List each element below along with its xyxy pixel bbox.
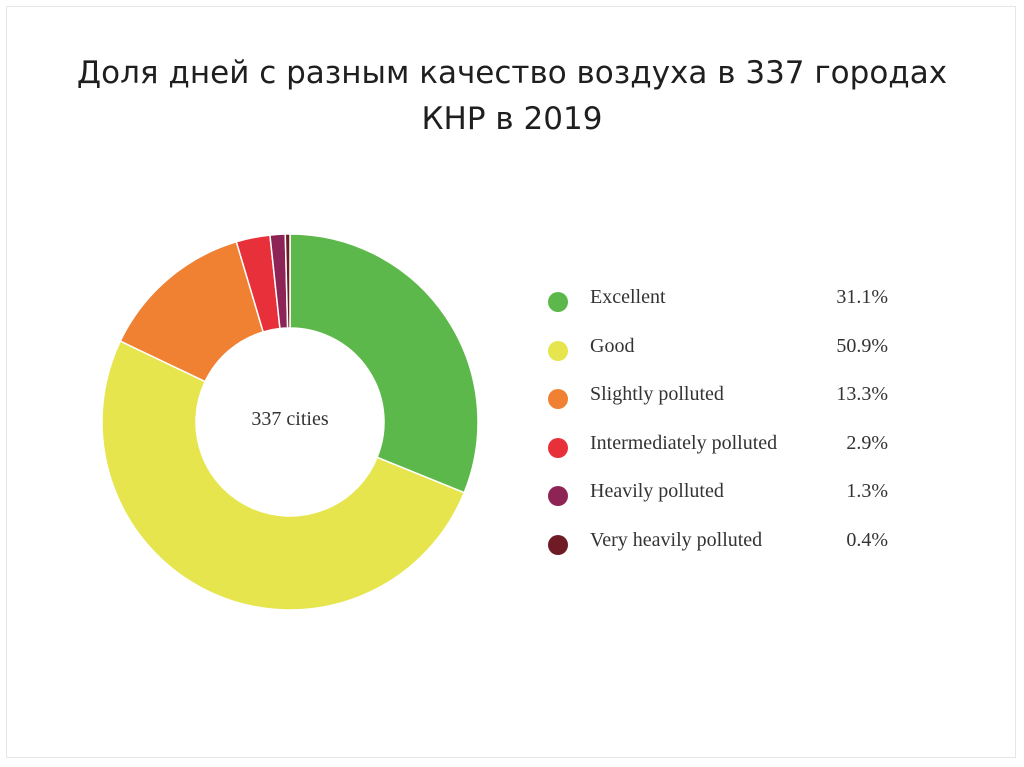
legend-swatch [548,534,568,555]
donut-chart: 337 cities [101,233,479,611]
legend-value: 13.3% [836,383,888,405]
legend-swatch [548,389,568,409]
donut-slice-very-heavily-polluted [284,233,291,329]
slide-title: Доля дней с разным качество воздуха в 33… [40,50,984,142]
legend-label: Slightly polluted [590,383,724,405]
legend-label: Heavily polluted [590,480,724,502]
donut-slice-good [101,340,466,611]
slide-title-line-2: КНР в 2019 [421,101,603,137]
legend-label: Intermediately polluted [590,431,778,454]
chart-legend: Excellent 31.1% Good 50.9% Slightly polluted… [548,280,908,571]
donut-slice-excellent [289,233,479,494]
legend-value: 2.9% [846,431,888,454]
legend-value: 1.3% [846,480,888,502]
legend-item-good: Good 50.9% [548,329,908,378]
legend-value: 0.4% [846,528,888,551]
legend-label: Excellent [590,286,666,308]
legend-swatch [548,486,568,506]
legend-item-intermediately-polluted: Intermediately polluted 2.9% [548,426,908,475]
legend-label: Very heavily polluted [590,528,763,551]
slide-title-line-1: Доля дней с разным качество воздуха в 33… [76,55,948,91]
legend-item-very-heavily-polluted: Very heavily polluted 0.4% [548,523,908,572]
donut-center-label: 337 cities [251,408,328,430]
legend-item-heavily-polluted: Heavily polluted 1.3% [548,474,908,523]
legend-item-excellent: Excellent 31.1% [548,280,908,329]
legend-swatch [548,292,568,312]
legend-item-slightly-polluted: Slightly polluted 13.3% [548,377,908,426]
legend-value: 50.9% [836,334,888,357]
slide-border [6,6,1016,758]
legend-swatch [548,340,568,361]
legend-swatch [548,437,568,458]
legend-label: Good [590,334,635,357]
legend-value: 31.1% [836,286,888,308]
